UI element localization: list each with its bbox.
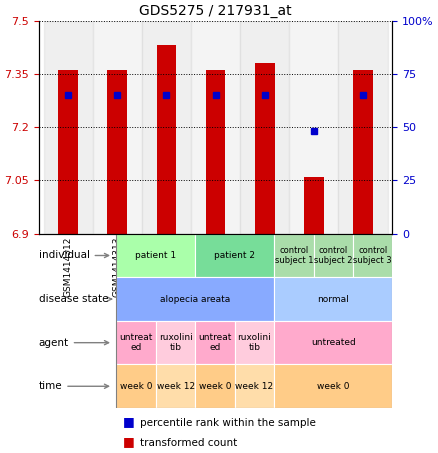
FancyBboxPatch shape xyxy=(156,365,195,408)
Bar xyxy=(43,20,93,234)
FancyBboxPatch shape xyxy=(274,234,314,277)
FancyBboxPatch shape xyxy=(274,365,392,408)
Text: ruxolini
tib: ruxolini tib xyxy=(159,333,193,352)
Text: time: time xyxy=(39,381,109,391)
Text: ■: ■ xyxy=(123,415,134,428)
FancyBboxPatch shape xyxy=(235,321,274,365)
Text: individual: individual xyxy=(39,251,109,260)
FancyBboxPatch shape xyxy=(274,277,392,321)
Text: normal: normal xyxy=(318,294,349,304)
Bar xyxy=(304,177,324,234)
Text: agent: agent xyxy=(39,337,109,347)
FancyBboxPatch shape xyxy=(353,234,392,277)
Bar xyxy=(93,20,142,234)
FancyBboxPatch shape xyxy=(195,365,235,408)
Text: ■: ■ xyxy=(123,435,134,448)
Text: alopecia areata: alopecia areata xyxy=(160,294,230,304)
Text: week 0: week 0 xyxy=(199,382,231,391)
FancyBboxPatch shape xyxy=(235,365,274,408)
Text: untreat
ed: untreat ed xyxy=(120,333,153,352)
Bar xyxy=(339,20,388,234)
FancyBboxPatch shape xyxy=(117,277,274,321)
FancyBboxPatch shape xyxy=(195,321,235,365)
Text: disease state: disease state xyxy=(39,294,112,304)
Bar xyxy=(117,234,392,408)
Bar xyxy=(142,20,191,234)
Text: patient 1: patient 1 xyxy=(135,251,177,260)
Bar xyxy=(289,20,339,234)
Text: control
subject 3: control subject 3 xyxy=(353,246,392,265)
Bar xyxy=(206,70,226,234)
FancyBboxPatch shape xyxy=(156,321,195,365)
Text: untreat
ed: untreat ed xyxy=(198,333,232,352)
Text: week 0: week 0 xyxy=(317,382,350,391)
Bar xyxy=(191,20,240,234)
Text: ruxolini
tib: ruxolini tib xyxy=(237,333,272,352)
Text: transformed count: transformed count xyxy=(140,439,237,448)
Text: patient 2: patient 2 xyxy=(214,251,255,260)
Bar xyxy=(58,70,78,234)
Title: GDS5275 / 217931_at: GDS5275 / 217931_at xyxy=(139,4,292,18)
Text: control
subject 2: control subject 2 xyxy=(314,246,353,265)
FancyBboxPatch shape xyxy=(117,365,156,408)
FancyBboxPatch shape xyxy=(195,234,274,277)
Text: week 12: week 12 xyxy=(156,382,194,391)
Text: control
subject 1: control subject 1 xyxy=(275,246,313,265)
Text: untreated: untreated xyxy=(311,338,356,347)
Bar xyxy=(353,70,373,234)
Bar xyxy=(107,70,127,234)
FancyBboxPatch shape xyxy=(274,321,392,365)
FancyBboxPatch shape xyxy=(117,234,195,277)
Bar xyxy=(240,20,289,234)
FancyBboxPatch shape xyxy=(314,234,353,277)
Bar xyxy=(255,63,275,234)
Text: percentile rank within the sample: percentile rank within the sample xyxy=(140,418,316,428)
Bar xyxy=(157,45,176,234)
FancyBboxPatch shape xyxy=(117,321,156,365)
Text: week 12: week 12 xyxy=(235,382,274,391)
Text: week 0: week 0 xyxy=(120,382,152,391)
